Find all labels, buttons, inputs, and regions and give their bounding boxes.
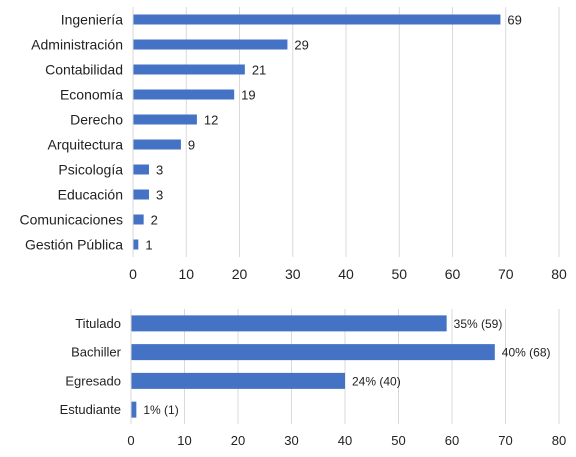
category-label: Ingeniería [61,11,123,27]
category-label: Derecho [70,111,123,127]
category-label: Bachiller [71,345,122,360]
bar [133,64,245,75]
bar [133,39,288,50]
chart-1: 0 10 20 30 40 50 60 70 80 Ingeniería 69 Administrac… [20,7,567,282]
bar [133,189,149,200]
x-tick-label: 50 [391,433,405,448]
x-tick-label: 0 [127,433,134,448]
category-label: Contabilidad [45,61,123,77]
data-label: 1% (1) [143,403,178,417]
chart-2: 0 10 20 30 40 50 60 70 80 Titulado 35% (59) Bachill… [60,309,566,448]
x-tick-label: 40 [338,433,352,448]
bar [131,372,345,389]
x-tick-label: 40 [338,266,354,282]
data-label: 9 [188,137,195,152]
bar [133,214,144,225]
data-label: 69 [507,12,521,27]
bar [133,239,139,250]
category-label: Titulado [75,316,121,331]
bar [133,89,235,100]
category-label: Egresado [65,373,121,388]
data-label: 29 [294,37,308,52]
category-label: Administración [31,36,123,52]
data-label: 3 [156,187,163,202]
bar [133,114,197,125]
x-tick-label: 0 [129,266,137,282]
bar [131,344,495,361]
x-tick-label: 80 [552,433,566,448]
x-tick-label: 60 [445,433,459,448]
x-tick-label: 30 [285,266,301,282]
category-label: Psicología [58,161,123,177]
category-label: Educación [58,186,123,202]
data-label: 1 [145,237,152,252]
bar [131,315,447,332]
category-label: Arquitectura [48,136,124,152]
data-label: 35% (59) [454,317,503,331]
data-label: 21 [252,62,266,77]
category-label: Comunicaciones [20,211,124,227]
category-label: Estudiante [60,402,121,417]
bar [133,164,149,175]
data-label: 19 [241,87,255,102]
x-tick-label: 10 [177,433,191,448]
x-tick-label: 70 [498,433,512,448]
data-label: 12 [204,112,218,127]
x-tick-label: 10 [178,266,194,282]
x-tick-label: 50 [391,266,407,282]
data-label: 3 [156,162,163,177]
bar [131,401,137,418]
data-label: 2 [151,212,158,227]
data-label: 24% (40) [352,374,401,388]
bar [133,14,501,25]
category-label: Gestión Pública [25,236,123,252]
x-tick-label: 20 [232,266,248,282]
x-tick-label: 30 [284,433,298,448]
x-tick-label: 60 [445,266,461,282]
x-tick-label: 20 [231,433,245,448]
data-label: 40% (68) [502,346,551,360]
x-tick-label: 80 [551,266,567,282]
category-label: Economía [60,86,123,102]
bar [133,139,181,150]
x-tick-label: 70 [498,266,514,282]
